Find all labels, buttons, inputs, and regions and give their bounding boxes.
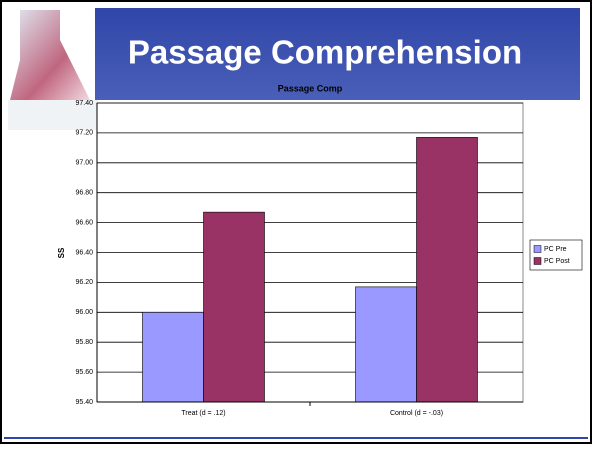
y-tick-label: 96.20: [75, 279, 93, 286]
y-tick-label: 96.00: [75, 309, 93, 316]
legend-label: PC Post: [544, 258, 570, 265]
legend-box: [529, 239, 583, 271]
legend-label: PC Pre: [544, 246, 567, 253]
bar: [142, 311, 204, 403]
legend-swatch: [533, 257, 542, 265]
bar: [416, 137, 478, 403]
header-band: [95, 8, 580, 100]
y-tick-label: 96.40: [75, 249, 93, 256]
bar: [355, 286, 417, 403]
y-tick-label: 95.80: [75, 339, 93, 346]
y-tick-label: 97.40: [75, 100, 93, 107]
chart-title: Passage Comp: [278, 83, 343, 93]
slide-title: Passage Comprehension: [128, 34, 522, 71]
y-tick-label: 97.20: [75, 130, 93, 137]
y-axis-label: SS: [57, 247, 66, 258]
y-tick-label: 96.80: [75, 190, 93, 197]
image-fade: [8, 100, 98, 130]
bar: [203, 211, 265, 403]
y-tick-label: 95.40: [75, 399, 93, 406]
y-tick-label: 97.00: [75, 160, 93, 167]
y-tick-label: 96.60: [75, 219, 93, 226]
legend-swatch: [533, 245, 542, 253]
y-tick-label: 95.60: [75, 369, 93, 376]
x-tick-label: Treat (d = .12): [181, 410, 225, 417]
flask-image: [10, 10, 90, 100]
x-tick-label: Control (d = -.03): [390, 410, 443, 417]
